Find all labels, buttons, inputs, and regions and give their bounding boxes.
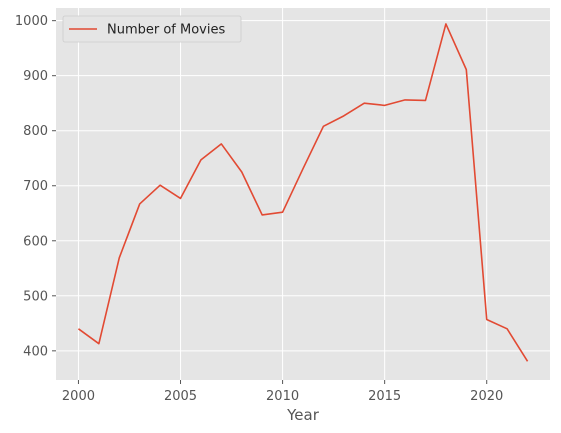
x-tick-label: 2005: [164, 389, 197, 404]
x-tick-label: 2000: [62, 389, 95, 404]
grid-lines: [56, 8, 550, 380]
x-tick-label: 2015: [368, 389, 401, 404]
legend-entry-label: Number of Movies: [107, 23, 225, 38]
y-tick-label: 700: [23, 179, 48, 194]
x-axis-label: Year: [286, 406, 320, 424]
x-tick-label: 2010: [266, 389, 299, 404]
series-layer: [77, 23, 529, 362]
legend-box: [62, 15, 242, 43]
y-tick-label: 600: [23, 234, 48, 249]
y-tick-label: 1000: [15, 14, 48, 29]
axis-ticks: 2000 2005 2010 2015 2020 400 500 600 700 800 900 10…: [15, 14, 503, 404]
y-tick-label: 900: [23, 69, 48, 84]
legend: Number of Movies: [62, 15, 242, 43]
x-tick-label: 2020: [470, 389, 503, 404]
plot-area: [56, 8, 550, 380]
y-tick-label: 400: [23, 344, 48, 359]
y-tick-label: 500: [23, 289, 48, 304]
y-tick-label: 800: [23, 124, 48, 139]
